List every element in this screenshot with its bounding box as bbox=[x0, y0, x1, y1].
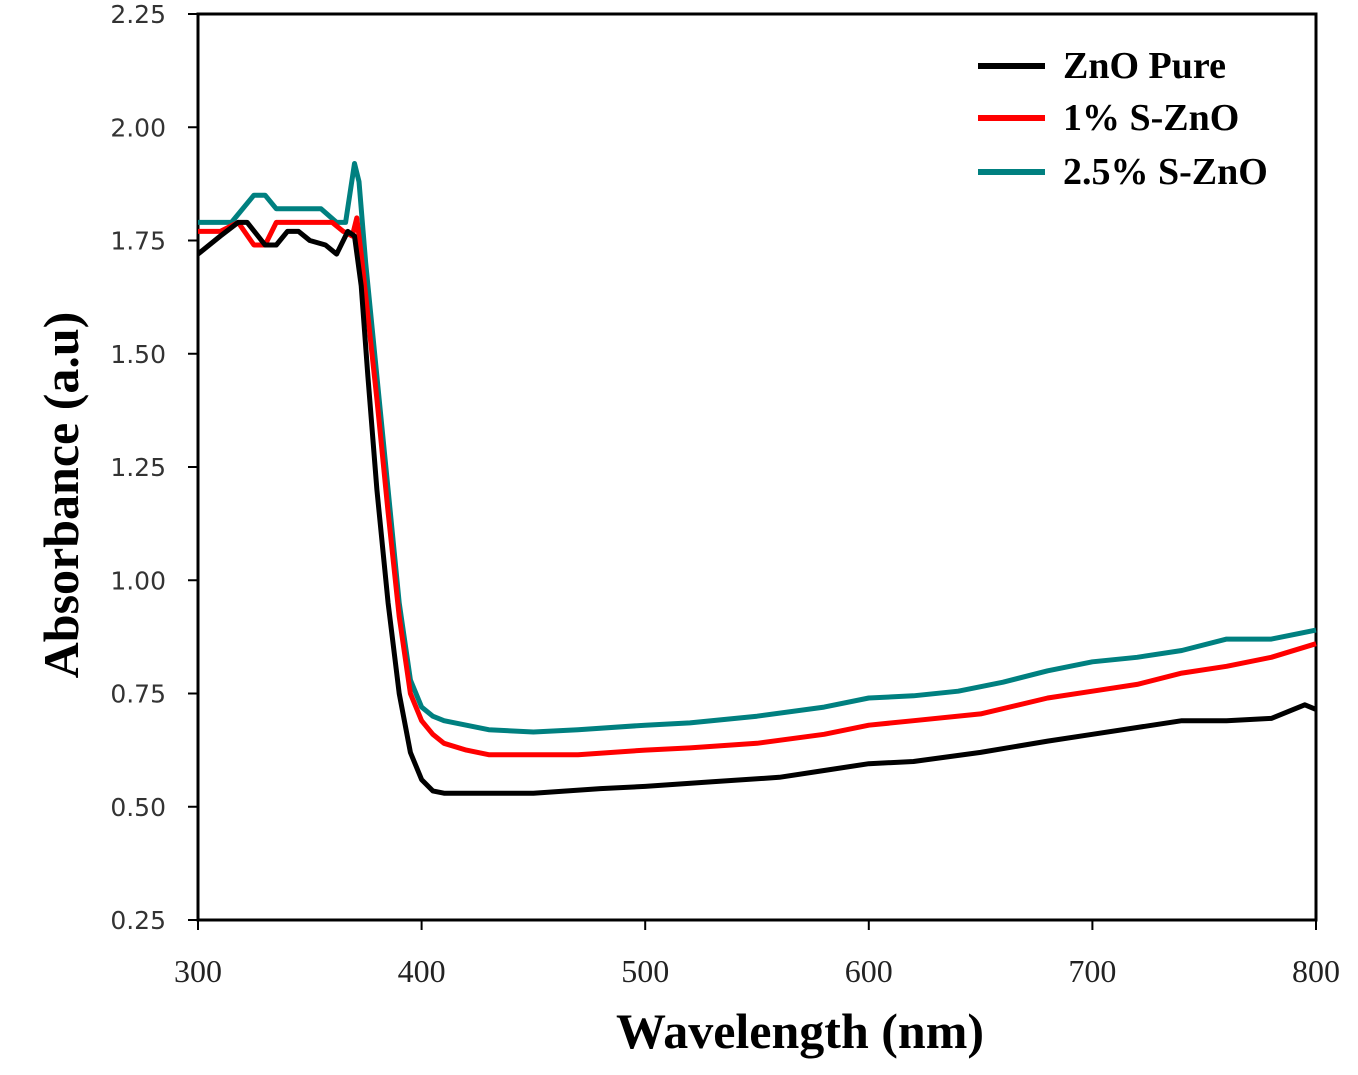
x-tick-label: 700 bbox=[1068, 953, 1116, 989]
y-tick-label: 1.50 bbox=[110, 340, 166, 369]
x-tick-label: 300 bbox=[174, 953, 222, 989]
y-tick-label: 1.00 bbox=[110, 566, 166, 595]
x-tick-label: 600 bbox=[845, 953, 893, 989]
x-axis-label: Wavelength (nm) bbox=[616, 1003, 984, 1059]
y-tick-label: 1.75 bbox=[110, 227, 166, 256]
x-tick-label: 800 bbox=[1292, 953, 1340, 989]
x-tick-label: 500 bbox=[621, 953, 669, 989]
y-tick-label: 1.25 bbox=[110, 453, 166, 482]
y-axis-label: Absorbance (a.u) bbox=[33, 312, 89, 679]
legend-label: 1% S-ZnO bbox=[1063, 97, 1239, 139]
y-tick-label: 2.25 bbox=[110, 0, 166, 29]
legend-label: 2.5% S-ZnO bbox=[1063, 151, 1268, 193]
x-tick-label: 400 bbox=[398, 953, 446, 989]
y-tick-label: 0.50 bbox=[110, 793, 166, 822]
series-line-1 bbox=[198, 215, 1317, 758]
legend: ZnO Pure 1% S-ZnO 2.5% S-ZnO bbox=[978, 45, 1268, 193]
legend-label: ZnO Pure bbox=[1063, 45, 1226, 87]
plot-frame bbox=[196, 12, 1318, 922]
y-tick-label: 0.25 bbox=[110, 906, 166, 935]
y-tick-label: 2.00 bbox=[110, 113, 166, 142]
y-tick-label: 0.75 bbox=[110, 680, 166, 709]
series-line-2 bbox=[198, 161, 1317, 735]
series-line-0 bbox=[196, 219, 1317, 796]
